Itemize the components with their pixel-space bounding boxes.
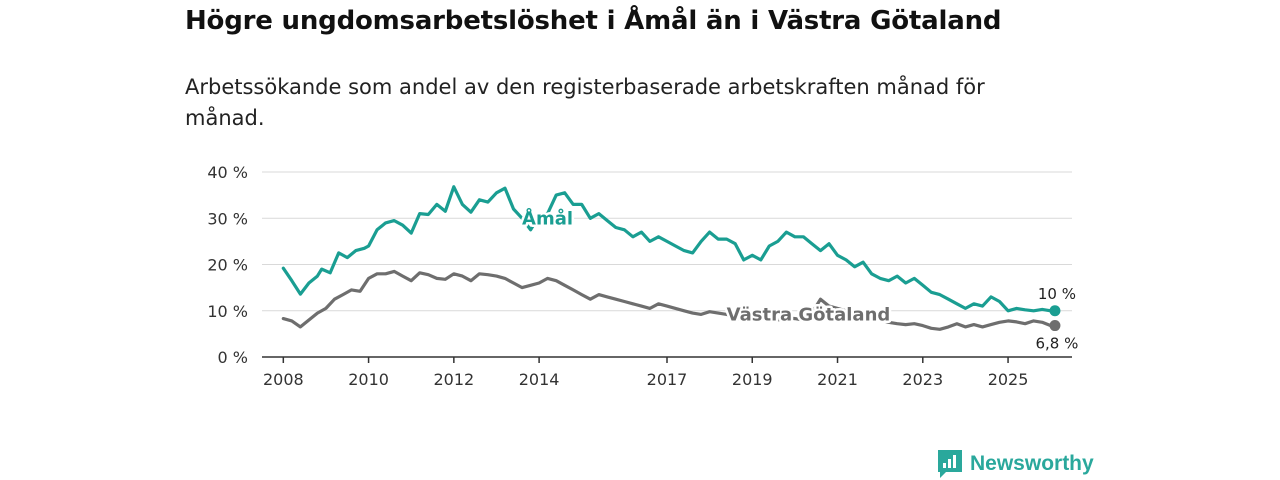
- series-end-point: [1049, 320, 1061, 332]
- grid-lines: [262, 171, 1072, 312]
- y-tick-label: 0 %: [218, 348, 248, 367]
- x-tick-label: 2023: [902, 370, 943, 389]
- x-tick-label: 2019: [732, 370, 773, 389]
- x-tick-label: 2008: [263, 370, 304, 389]
- x-tick-label: 2012: [433, 370, 474, 389]
- series-end-label: 6,8 %: [1036, 335, 1079, 353]
- series-end-label: 10 %: [1038, 285, 1076, 303]
- y-axis-ticks: 0 % 10 % 20 % 30 % 40 %: [207, 163, 248, 367]
- series-line-vastra-gotaland: [281, 269, 1057, 331]
- brand-name: Newsworthy: [970, 452, 1094, 475]
- chart-title: Högre ungdomsarbetslöshet i Åmål än i Vä…: [185, 6, 1002, 36]
- series-annotation-label: Västra Götaland: [727, 304, 891, 325]
- x-tick-label: 2017: [647, 370, 688, 389]
- series-lines: [281, 185, 1061, 332]
- x-axis: 2008 2010 2012 2014 2017 2019 2021 2023 2025: [262, 356, 1072, 389]
- y-tick-label: 30 %: [207, 209, 248, 228]
- series-end-point: [1049, 305, 1061, 317]
- y-tick-label: 20 %: [207, 256, 248, 275]
- x-tick-label: 2014: [519, 370, 560, 389]
- chart-subtitle: Arbetssökande som andel av den registerb…: [185, 75, 985, 130]
- x-tick-label: 2010: [348, 370, 389, 389]
- newsworthy-logo[interactable]: Newsworthy: [936, 448, 1094, 480]
- series-labels: 10 % 6,8 % Åmål Västra Götaland: [520, 204, 1079, 353]
- x-tick-label: 2021: [817, 370, 858, 389]
- y-tick-label: 40 %: [207, 163, 248, 182]
- newsworthy-logo-icon: [938, 450, 962, 478]
- y-tick-label: 10 %: [207, 302, 248, 321]
- series-line-amal: [281, 185, 1057, 313]
- series-annotation-label: Åmål: [522, 206, 573, 229]
- x-tick-label: 2025: [988, 370, 1029, 389]
